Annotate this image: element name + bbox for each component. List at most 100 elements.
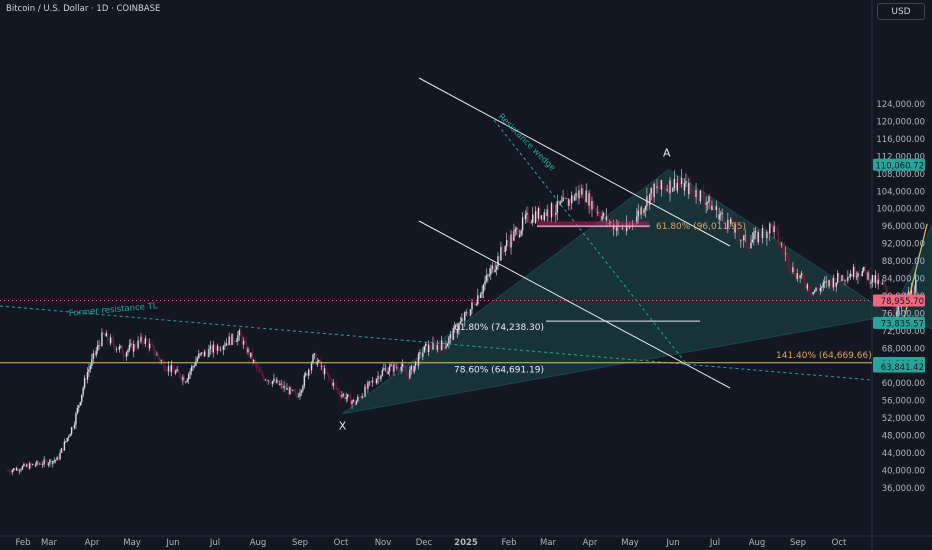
candle-body <box>303 375 306 387</box>
candle-body <box>432 342 434 350</box>
candle-body <box>591 201 593 210</box>
candle-body <box>135 347 138 349</box>
currency-button[interactable]: USD <box>877 3 925 20</box>
candle-body <box>161 360 164 362</box>
candle-body <box>177 369 180 373</box>
candle-body <box>675 178 677 191</box>
candle-body <box>384 368 386 370</box>
candle-body <box>146 338 148 342</box>
candle-body <box>128 344 131 350</box>
candle-body <box>199 353 201 355</box>
candle-body <box>792 267 794 273</box>
candle-body <box>253 360 255 362</box>
candle-body <box>307 369 310 376</box>
candle-body <box>47 463 50 465</box>
candle-body <box>43 459 45 465</box>
candle-body <box>31 464 34 465</box>
candle-body <box>125 352 128 357</box>
candle-body <box>624 230 626 232</box>
candle-body <box>348 394 350 396</box>
candle-body <box>556 201 558 213</box>
candle-body <box>599 216 602 220</box>
candle-body <box>82 387 84 395</box>
candle-body <box>844 280 846 282</box>
candle-body <box>586 190 589 206</box>
candle-body <box>190 366 193 372</box>
resistance-zone <box>537 221 649 228</box>
candle-body <box>546 209 548 217</box>
candle-body <box>534 211 537 223</box>
candle-body <box>709 196 712 211</box>
candle-body <box>445 346 447 349</box>
candle-body <box>326 372 329 375</box>
time-tick-5: Jul <box>209 538 220 548</box>
candle-body <box>439 346 441 351</box>
candle-body <box>427 344 430 352</box>
candle-body <box>105 333 107 337</box>
time-tick-18: Aug <box>749 538 766 548</box>
candle-body <box>157 354 160 358</box>
price-badge-text-63841.42: 63,841.42 <box>881 363 924 373</box>
candle-body <box>254 360 256 364</box>
candle-body <box>469 309 472 316</box>
candle-body <box>232 333 235 342</box>
candle-body <box>429 344 431 349</box>
candle-body <box>375 379 378 384</box>
candle-body <box>115 349 118 350</box>
candle-body <box>578 190 580 199</box>
candle-body <box>897 305 900 312</box>
candle-body <box>725 226 728 229</box>
candle-body <box>440 340 443 351</box>
candle-body <box>380 375 382 380</box>
candle-body <box>555 212 557 215</box>
candle-body <box>841 275 843 282</box>
fib-label-64691: 78.60% (64,691.19) <box>454 366 544 376</box>
candle-body <box>436 345 439 350</box>
pattern-point-X: X <box>339 420 347 433</box>
price-tick-56000: 56,000.00 <box>882 397 925 407</box>
candle-body <box>242 340 245 345</box>
candle-body <box>813 290 816 292</box>
candle-body <box>277 379 280 385</box>
candle-body <box>796 273 798 280</box>
candle-body <box>417 353 420 366</box>
candle-body <box>717 205 719 220</box>
time-tick-20: Oct <box>832 538 847 548</box>
candle-body <box>8 470 11 472</box>
candle-body <box>711 205 713 211</box>
candle-body <box>784 253 787 255</box>
candle-body <box>290 387 293 391</box>
candle-body <box>222 346 225 350</box>
candle-body <box>300 390 303 393</box>
candle-body <box>143 342 145 344</box>
candle-body <box>234 341 236 343</box>
time-tick-12: Feb <box>501 538 516 548</box>
candle-body <box>568 199 570 206</box>
candle-body <box>514 229 517 232</box>
candle-body <box>187 374 190 380</box>
candle-body <box>361 396 363 399</box>
candle-body <box>268 380 271 383</box>
candle-body <box>734 224 736 233</box>
candle-body <box>189 371 191 375</box>
candle-body <box>601 215 603 220</box>
candle-body <box>245 341 248 353</box>
candle-body <box>719 214 722 215</box>
candle-body <box>227 343 229 346</box>
time-tick-15: May <box>621 538 639 548</box>
candle-body <box>494 269 496 272</box>
candle-body <box>144 338 147 344</box>
candle-body <box>572 195 574 201</box>
candle-body <box>643 209 645 213</box>
candle-body <box>241 336 243 345</box>
candle-body <box>543 212 545 221</box>
time-tick-17: Jul <box>709 538 720 548</box>
candle-body <box>819 287 822 292</box>
candle-body <box>873 275 875 284</box>
candle-body <box>498 256 501 261</box>
candle-body <box>715 205 717 211</box>
candle-body <box>701 190 703 192</box>
candle-body <box>704 198 706 205</box>
candle-body <box>542 215 544 221</box>
